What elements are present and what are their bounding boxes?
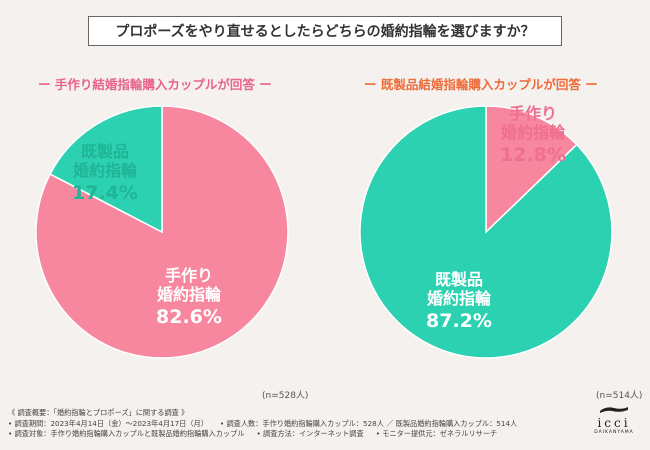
brand-logo: icci DAIKANYAMA — [586, 404, 642, 435]
right-chart-subtitle: ー 既製品結婚指輪購入カップルが回答 ー — [364, 77, 598, 92]
left-slice-value-handmade: 82.6% — [156, 306, 222, 329]
left-slice-value-ready: 17.4% — [72, 182, 138, 205]
chart-title: プロポーズをやり直せるとしたらどちらの婚約指輪を選びますか？ — [88, 16, 562, 46]
right-pie-chart — [359, 105, 613, 359]
footer-line-1: 《 調査概要：「婚約指輪とプロポーズ」に関する調査 》 — [8, 408, 189, 417]
footer-provider: • モニター提供元：ゼネラルリサーチ — [375, 429, 498, 438]
right-slice-value-handmade: 12.8% — [500, 144, 566, 167]
right-slice-label-handmade: 手作り 婚約指輪 12.8% — [500, 104, 566, 167]
right-slice-label-ready: 既製品 婚約指輪 87.2% — [426, 270, 492, 333]
left-slice-label-handmade: 手作り 婚約指輪 82.6% — [156, 266, 222, 329]
footer-target: • 調査対象：手作り婚約指輪購入カップルと既製品婚約指輪購入カップル — [8, 429, 245, 438]
footer-count: • 調査人数：手作り婚約指輪購入カップル：528人 ／ 既製品婚約指輪購入カップ… — [219, 418, 518, 428]
left-slice-label-ready: 既製品 婚約指輪 17.4% — [72, 142, 138, 205]
left-pie-chart — [35, 105, 289, 359]
right-slice-ready — [359, 105, 613, 359]
left-chart-subtitle: ー 手作り結婚指輪購入カップルが回答 ー — [38, 77, 272, 92]
left-sample-size: (n=528人) — [262, 391, 309, 401]
right-sample-size: (n=514人) — [596, 391, 643, 401]
left-slice-ready — [49, 105, 163, 234]
right-slice-handmade — [485, 105, 578, 234]
footer-period: • 調査期間：2023年4月14日（金）～2023年4月17日（月） — [8, 418, 208, 428]
brand-mark-icon — [600, 407, 628, 413]
survey-footer: 《 調査概要：「婚約指輪とプロポーズ」に関する調査 》 • 調査期間：2023年… — [8, 408, 517, 440]
right-slice-value-ready: 87.2% — [426, 310, 492, 333]
footer-method: • 調査方法：インターネット調査 — [256, 429, 364, 438]
